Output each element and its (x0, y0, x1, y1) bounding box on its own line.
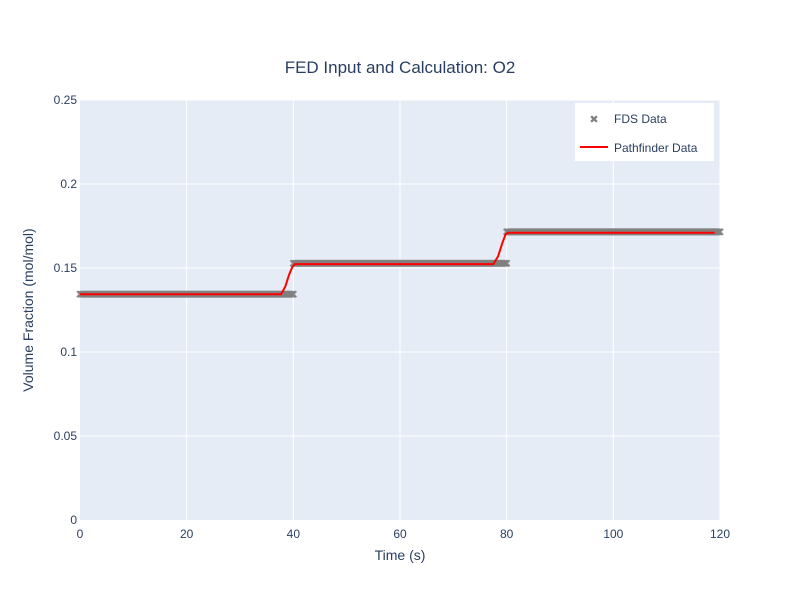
y-tick-label: 0.25 (54, 93, 78, 107)
x-tick-label: 120 (710, 527, 730, 541)
legend-item-fds[interactable]: ✖ FDS Data (589, 112, 667, 126)
legend-x-marker-icon: ✖ (589, 114, 598, 126)
axis-ticks: 0 20 40 60 80 100 120 0 0.05 0.1 0.15 0.2 0.25 (54, 93, 731, 541)
fds-data-point (502, 259, 511, 268)
fds-data-point (289, 290, 298, 298)
x-tick-label: 20 (180, 527, 194, 541)
y-tick-label: 0 (70, 513, 77, 527)
legend[interactable]: ✖ FDS Data Pathfinder Data (575, 103, 714, 161)
x-tick-label: 60 (393, 527, 407, 541)
x-axis-title: Time (s) (375, 547, 426, 563)
y-tick-label: 0.1 (60, 345, 77, 359)
x-tick-label: 0 (77, 527, 84, 541)
x-tick-label: 40 (287, 527, 301, 541)
pathfinder-line (80, 231, 715, 296)
pathfinder-series (80, 231, 715, 296)
legend-label-pathfinder: Pathfinder Data (614, 141, 698, 155)
y-tick-label: 0.2 (60, 177, 77, 191)
y-axis-title: Volume Fraction (mol/mol) (20, 228, 36, 391)
chart-title: FED Input and Calculation: O2 (285, 58, 516, 77)
y-tick-label: 0.15 (54, 261, 78, 275)
grid-lines (80, 99, 721, 520)
legend-box (575, 103, 714, 161)
x-tick-label: 100 (603, 527, 623, 541)
x-tick-label: 80 (500, 527, 514, 541)
y-tick-label: 0.05 (54, 429, 78, 443)
legend-item-pathfinder[interactable]: Pathfinder Data (580, 141, 698, 155)
legend-label-fds: FDS Data (614, 112, 667, 126)
fds-data-point (716, 228, 724, 236)
